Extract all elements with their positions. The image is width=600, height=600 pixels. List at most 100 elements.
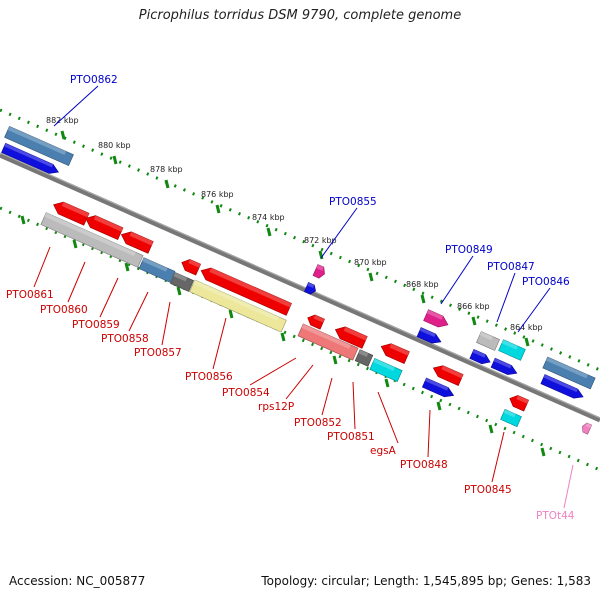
gene-label-ptot44[interactable]: PTOt44	[536, 510, 575, 522]
gene-label-pto0846[interactable]: PTO0846	[522, 276, 570, 288]
leader-line	[320, 207, 358, 259]
gene-label-pto0845[interactable]: PTO0845	[464, 484, 512, 496]
gene-feature-pto0845-rna[interactable]	[500, 408, 522, 428]
leader-line	[491, 431, 505, 483]
gene-feature-pto0844[interactable]	[542, 356, 596, 390]
leader-line	[321, 377, 333, 416]
gene-feature-pto0848-cds[interactable]	[421, 377, 455, 400]
gene-feature-pto0855[interactable]	[312, 264, 327, 279]
leader-line	[67, 261, 86, 303]
gene-label-pto0855[interactable]: PTO0855	[329, 196, 377, 208]
leader-line	[496, 272, 516, 323]
gene-label-pto0860[interactable]: PTO0860	[40, 304, 88, 316]
leader-line	[517, 287, 551, 333]
ruler-tick-label: 870 kbp	[354, 258, 387, 267]
gene-feature-pto0851[interactable]	[354, 349, 374, 367]
ruler-tick-mark	[488, 424, 494, 434]
gene-feature-pto0861-cds[interactable]	[51, 199, 90, 226]
map-title: Picrophilus torridus DSM 9790, complete …	[138, 8, 462, 23]
gene-feature-pto0846[interactable]	[498, 339, 526, 361]
ruler-tick-mark	[471, 316, 477, 326]
ruler-tick-mark	[112, 155, 118, 165]
gene-feature-pto0848[interactable]	[431, 362, 464, 386]
gene-feature-pto0849-cds[interactable]	[416, 327, 443, 347]
gene-feature-pto0845[interactable]	[507, 393, 530, 412]
topology-summary: Topology: circular; Length: 1,545,895 bp…	[261, 574, 591, 588]
ruler-tick-mark	[368, 272, 374, 282]
gene-feature-rps12p[interactable]	[305, 313, 325, 330]
gene-label-pto0859[interactable]: PTO0859	[72, 319, 120, 331]
gene-label-pto0851[interactable]: PTO0851	[327, 431, 375, 443]
ruler-tick-mark	[228, 309, 234, 319]
ruler-tick-mark	[384, 378, 390, 388]
genome-axis-highlight	[0, 152, 600, 419]
gene-feature-pto0847-cds[interactable]	[469, 348, 492, 366]
gene-label-pto0861[interactable]: PTO0861	[6, 289, 54, 301]
gene-label-pto0857[interactable]: PTO0857	[134, 347, 182, 359]
ruler-tick-label: 874 kbp	[252, 213, 285, 222]
ruler-tick-mark	[436, 401, 442, 411]
accession-text: Accession: NC_005877	[9, 574, 146, 588]
gene-feature-pto0857[interactable]	[170, 272, 194, 292]
gene-feature-pto0844-cds[interactable]	[540, 374, 585, 402]
gene-label-egsa[interactable]: egsA	[370, 445, 397, 457]
gene-label-pto0858[interactable]: PTO0858	[101, 333, 149, 345]
gene-labels: PTO0862 PTO0855 PTO0849 PTO0847 PTO0846 PTO08…	[6, 74, 575, 522]
gene-feature-pto0856[interactable]	[189, 279, 287, 333]
ruler-tick-mark	[524, 337, 530, 347]
leader-line	[33, 246, 51, 288]
gene-feature-pto0846-cds[interactable]	[490, 357, 519, 378]
gene-feature-pto0859[interactable]	[119, 229, 154, 254]
ruler-tick-mark	[540, 447, 546, 457]
gene-label-pto0854[interactable]: PTO0854	[222, 387, 270, 399]
gene-label-pto0849[interactable]: PTO0849	[445, 244, 493, 256]
gene-feature-egsa-cds[interactable]	[379, 340, 410, 364]
gene-feature-pto0858[interactable]	[138, 257, 176, 283]
gene-label-pto0862[interactable]: PTO0862	[70, 74, 118, 86]
gene-label-rps12p[interactable]: rps12P	[258, 401, 294, 413]
leader-line	[161, 301, 171, 346]
gene-feature-pto0852-cds[interactable]	[333, 324, 368, 349]
ruler-tick-mark	[164, 179, 170, 189]
gene-feature-pto0856-cds[interactable]	[198, 265, 292, 316]
ruler-tick-label: 878 kbp	[150, 165, 183, 174]
ruler-tick-label: 880 kbp	[98, 141, 131, 150]
gene-feature-pto0849[interactable]	[423, 309, 451, 331]
gene-label-pto0847[interactable]: PTO0847	[487, 261, 535, 273]
gene-label-pto0856[interactable]: PTO0856	[185, 371, 233, 383]
leader-line	[285, 364, 314, 400]
leader-line	[53, 85, 99, 127]
gene-feature-pto0860[interactable]	[83, 212, 124, 241]
ruler-tick-mark	[280, 332, 286, 342]
gene-feature-pto0855-cds[interactable]	[304, 282, 317, 295]
ruler-tick-mark	[266, 227, 272, 237]
gene-feature-pto0862[interactable]	[4, 125, 74, 167]
ruler-tick-label: 864 kbp	[510, 323, 543, 332]
genome-axis	[0, 152, 600, 423]
leader-line	[352, 381, 356, 430]
gene-feature-pto0861[interactable]	[40, 212, 144, 268]
gene-feature-egsa[interactable]	[369, 358, 403, 382]
leader-line	[377, 391, 399, 444]
gene-feature-pto0847[interactable]	[476, 331, 500, 351]
ruler-tick-label: 872 kbp	[304, 236, 337, 245]
gene-feature-ptot44[interactable]	[580, 422, 593, 435]
ruler-tick-label: 876 kbp	[201, 190, 234, 199]
ruler-tick-mark	[60, 130, 66, 140]
ruler-dots-lower	[0, 206, 600, 472]
leader-line	[440, 255, 474, 305]
gene-features	[1, 125, 596, 435]
gene-label-pto0852[interactable]: PTO0852	[294, 417, 342, 429]
gene-label-pto0848[interactable]: PTO0848	[400, 459, 448, 471]
ruler-tick-mark	[176, 286, 182, 296]
gene-feature-pto0862-cds[interactable]	[1, 142, 61, 176]
gene-feature-pto0854[interactable]	[179, 257, 202, 276]
ruler-tick-mark	[72, 239, 78, 249]
ruler-tick-mark	[20, 215, 26, 225]
leader-line	[249, 357, 297, 386]
leader-line	[212, 317, 227, 370]
gene-feature-pto0852[interactable]	[297, 323, 359, 361]
ruler-tick-mark	[124, 262, 130, 272]
leader-line	[563, 464, 574, 509]
